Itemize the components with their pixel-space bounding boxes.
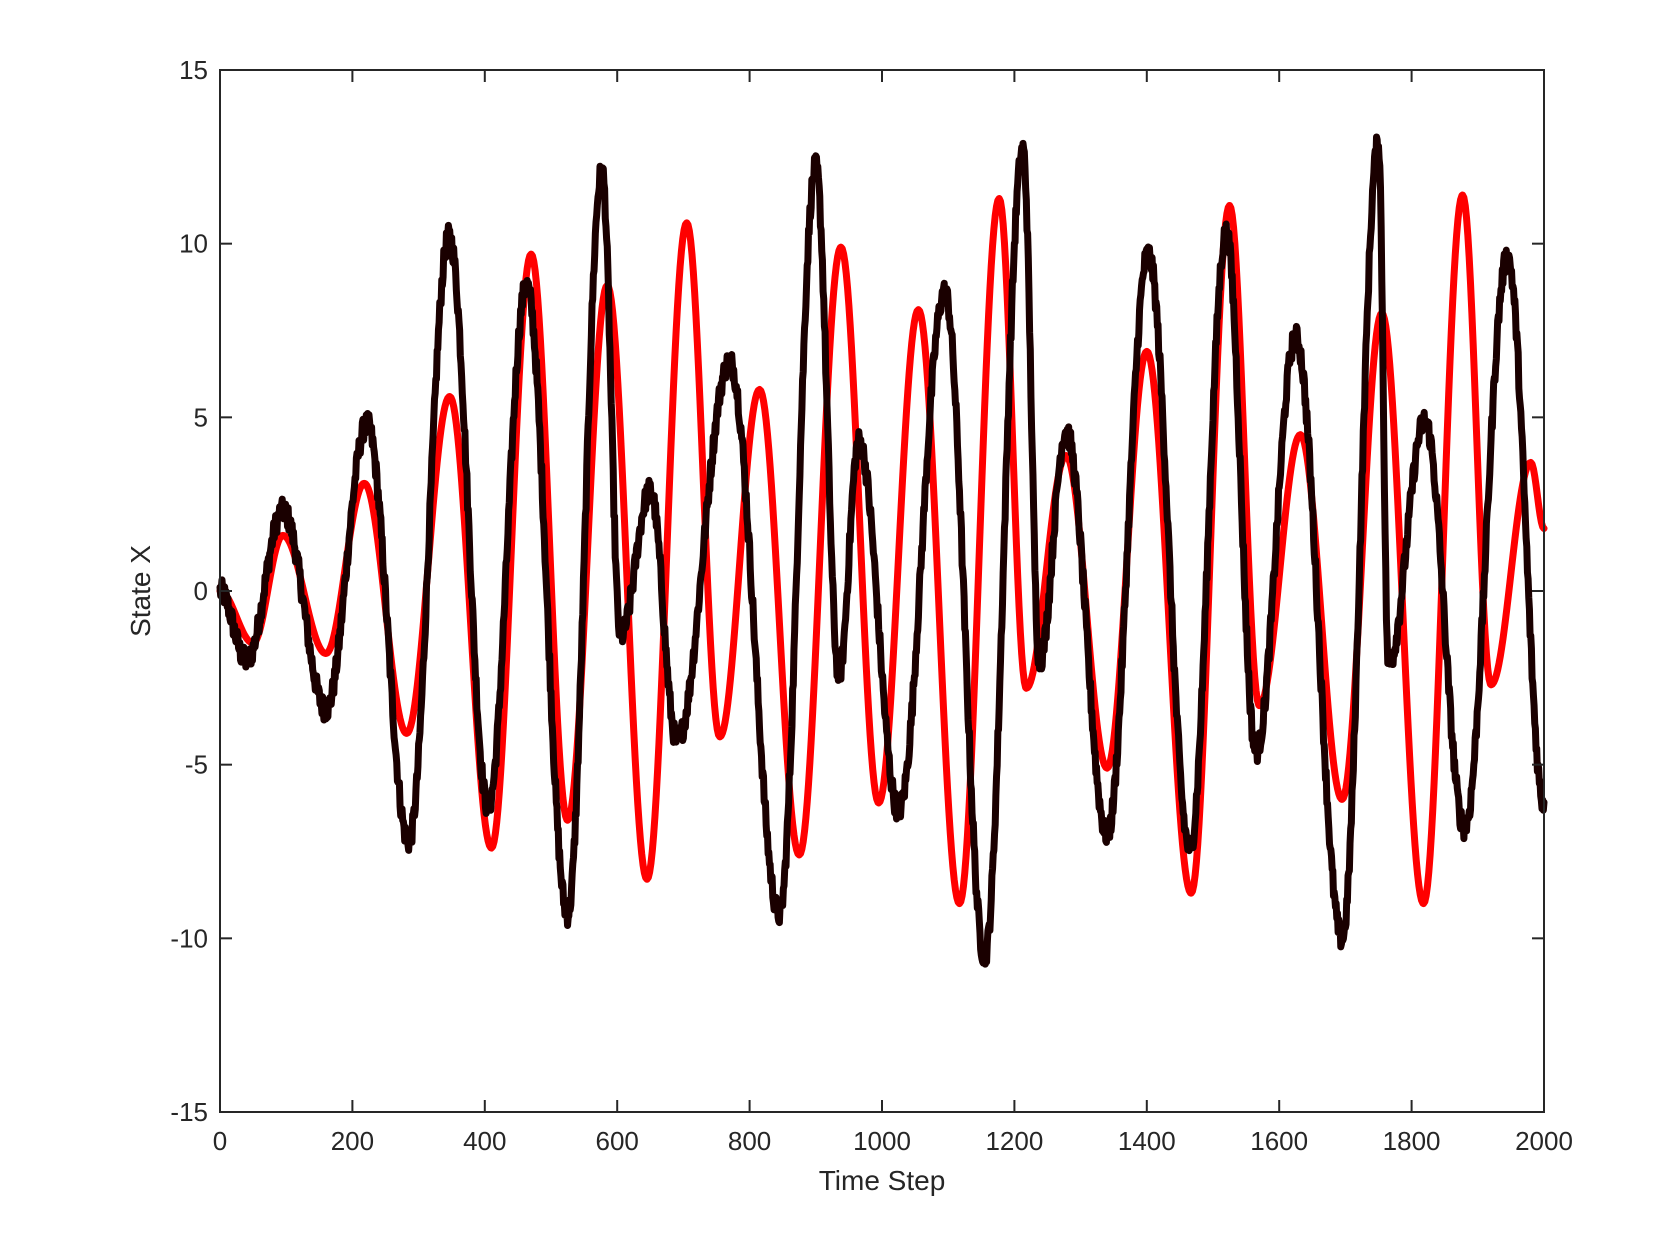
y-tick-label: -15	[170, 1097, 208, 1127]
x-tick-label: 600	[596, 1126, 639, 1156]
x-tick-label: 200	[331, 1126, 374, 1156]
x-tick-label: 0	[213, 1126, 227, 1156]
x-tick-label: 1600	[1250, 1126, 1308, 1156]
x-tick-label: 1800	[1383, 1126, 1441, 1156]
x-tick-label: 2000	[1515, 1126, 1573, 1156]
plot-area	[220, 70, 1544, 1112]
tick-layer: 0 200 400 600 800 1000 1200 1400 1600 1800 2000 -15…	[170, 55, 1573, 1156]
y-tick-label: -10	[170, 923, 208, 953]
x-axis-label: Time Step	[819, 1165, 946, 1196]
x-tick-label: 1000	[853, 1126, 911, 1156]
series-layer	[216, 133, 1548, 968]
x-tick-label: 800	[728, 1126, 771, 1156]
y-axis-label: State X	[125, 545, 156, 637]
series-line-1	[216, 191, 1548, 908]
x-tick-label: 400	[463, 1126, 506, 1156]
y-tick-label: 15	[179, 55, 208, 85]
x-tick-label: 1400	[1118, 1126, 1176, 1156]
y-tick-label: 0	[194, 576, 208, 606]
y-tick-label: -5	[185, 750, 208, 780]
series-line-2	[216, 133, 1548, 968]
y-tick-label: 5	[194, 402, 208, 432]
y-tick-label: 10	[179, 229, 208, 259]
x-tick-label: 1200	[985, 1126, 1043, 1156]
